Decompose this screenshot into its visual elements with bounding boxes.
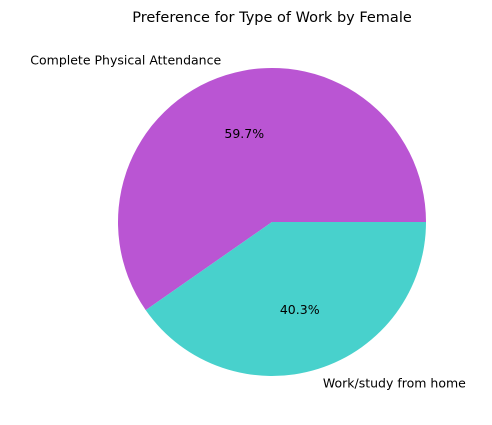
slice-label-1: Work/study from home [323,376,466,391]
pie-slices [118,67,427,376]
slice-label-0: Complete Physical Attendance [30,52,221,67]
chart-title: Preference for Type of Work by Female [132,10,412,26]
pie-slice-1 [145,222,427,376]
slice-percent-0: 59.7% [224,126,264,141]
pie-labels: Complete Physical Attendance 59.7% Work/st… [30,52,466,390]
slice-percent-1: 40.3% [280,302,320,317]
pie-slice-0 [118,67,426,311]
